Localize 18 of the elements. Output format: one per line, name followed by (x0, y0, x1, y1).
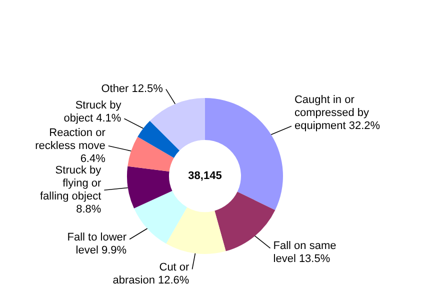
slice-label: Cut or abrasion 12.6% (112, 261, 190, 286)
donut-slice (134, 190, 188, 244)
text: 38,145 (188, 170, 222, 182)
donut-slice (138, 120, 180, 158)
slice-label: Struck by object 4.1% (64, 100, 122, 125)
donut-slice (166, 207, 226, 254)
data-label: 8.8% (76, 204, 102, 216)
donut-slice (150, 98, 205, 151)
slice-label: Fall on same level 13.5% (273, 240, 336, 266)
donut-slice (128, 136, 174, 172)
slice-label: Caught in or compressed by equipment 32.2% (294, 94, 380, 132)
slice-label: Fall to lower level 9.9% (67, 231, 127, 256)
slice-label: Struck by flying or falling object (40, 164, 102, 203)
data-label: 6.4% (80, 152, 106, 165)
donut-slice (127, 166, 172, 208)
donut-slice (214, 192, 276, 252)
slice-label: Reaction or reckless move (35, 126, 106, 152)
slice-label: Other 12.5% (101, 83, 164, 96)
